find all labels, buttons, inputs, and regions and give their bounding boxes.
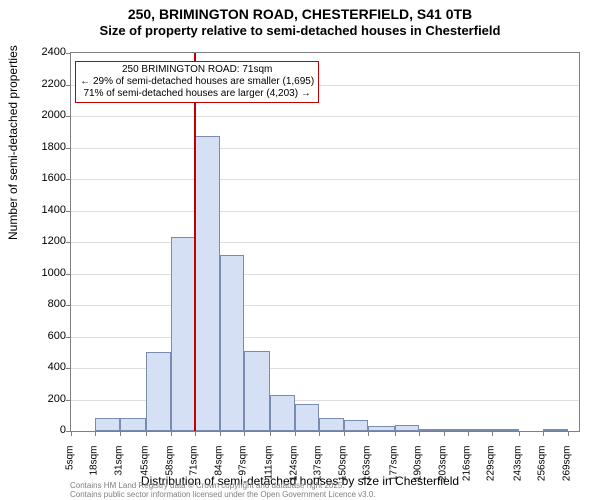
y-tick-mark — [66, 53, 71, 54]
y-tick-label: 2400 — [16, 46, 66, 58]
x-tick-mark — [468, 431, 469, 436]
gridline-h — [71, 179, 579, 180]
gridline-h — [71, 148, 579, 149]
y-tick-mark — [66, 337, 71, 338]
x-tick-mark — [120, 431, 121, 436]
gridline-h — [71, 274, 579, 275]
y-tick-label: 1400 — [16, 204, 66, 216]
y-tick-mark — [66, 85, 71, 86]
x-tick-mark — [543, 431, 544, 436]
x-tick-mark — [395, 431, 396, 436]
y-tick-label: 800 — [16, 298, 66, 310]
x-tick-mark — [444, 431, 445, 436]
gridline-h — [71, 242, 579, 243]
histogram-bar — [146, 352, 170, 431]
y-tick-mark — [66, 211, 71, 212]
y-tick-label: 1600 — [16, 172, 66, 184]
x-tick-mark — [295, 431, 296, 436]
title-block: 250, BRIMINGTON ROAD, CHESTERFIELD, S41 … — [0, 0, 600, 38]
histogram-bar — [395, 425, 419, 431]
footer-line-2: Contains public sector information licen… — [70, 491, 600, 500]
x-tick-mark — [146, 431, 147, 436]
y-tick-label: 1800 — [16, 141, 66, 153]
annotation-line: 71% of semi-detached houses are larger (… — [80, 88, 314, 100]
histogram-bar — [220, 255, 244, 431]
y-tick-label: 2200 — [16, 78, 66, 90]
title-line-1: 250, BRIMINGTON ROAD, CHESTERFIELD, S41 … — [0, 6, 600, 23]
histogram-bar — [244, 351, 270, 431]
gridline-h — [71, 116, 579, 117]
x-tick-mark — [270, 431, 271, 436]
gridline-h — [71, 337, 579, 338]
histogram-bar — [468, 429, 492, 431]
x-tick-mark — [171, 431, 172, 436]
y-tick-label: 0 — [16, 424, 66, 436]
histogram-bar — [444, 429, 468, 431]
y-tick-label: 200 — [16, 393, 66, 405]
y-tick-mark — [66, 305, 71, 306]
histogram-bar — [270, 395, 294, 431]
x-tick-mark — [344, 431, 345, 436]
figure-container: 250, BRIMINGTON ROAD, CHESTERFIELD, S41 … — [0, 0, 600, 500]
y-tick-label: 400 — [16, 361, 66, 373]
x-tick-mark — [95, 431, 96, 436]
y-tick-mark — [66, 368, 71, 369]
x-tick-mark — [568, 431, 569, 436]
histogram-bar — [319, 418, 343, 431]
histogram-bar — [344, 420, 368, 431]
y-tick-label: 1200 — [16, 235, 66, 247]
marker-line — [194, 53, 196, 431]
histogram-bar — [171, 237, 195, 431]
y-tick-mark — [66, 148, 71, 149]
x-tick-mark — [244, 431, 245, 436]
x-tick-mark — [492, 431, 493, 436]
y-tick-mark — [66, 116, 71, 117]
histogram-bar — [543, 429, 567, 431]
y-tick-mark — [66, 242, 71, 243]
y-tick-mark — [66, 274, 71, 275]
y-tick-mark — [66, 179, 71, 180]
title-line-2: Size of property relative to semi-detach… — [0, 23, 600, 39]
x-tick-mark — [71, 431, 72, 436]
y-tick-label: 1000 — [16, 267, 66, 279]
y-tick-label: 2000 — [16, 109, 66, 121]
x-tick-mark — [519, 431, 520, 436]
y-tick-mark — [66, 400, 71, 401]
chart-plot-area: 250 BRIMINGTON ROAD: 71sqm← 29% of semi-… — [70, 52, 580, 432]
histogram-bar — [95, 418, 119, 431]
annotation-box: 250 BRIMINGTON ROAD: 71sqm← 29% of semi-… — [75, 61, 319, 103]
gridline-h — [71, 211, 579, 212]
histogram-bar — [368, 426, 394, 431]
x-tick-mark — [195, 431, 196, 436]
histogram-bar — [295, 404, 319, 431]
histogram-bar — [492, 429, 518, 431]
x-tick-mark — [319, 431, 320, 436]
annotation-line: ← 29% of semi-detached houses are smalle… — [80, 76, 314, 88]
x-tick-mark — [368, 431, 369, 436]
x-tick-mark — [419, 431, 420, 436]
footer-attribution: Contains HM Land Registry data © Crown c… — [0, 482, 600, 500]
gridline-h — [71, 305, 579, 306]
x-tick-mark — [220, 431, 221, 436]
histogram-bar — [195, 136, 219, 431]
y-tick-label: 600 — [16, 330, 66, 342]
histogram-bar — [120, 418, 146, 431]
histogram-bar — [419, 429, 443, 431]
annotation-line: 250 BRIMINGTON ROAD: 71sqm — [80, 64, 314, 76]
